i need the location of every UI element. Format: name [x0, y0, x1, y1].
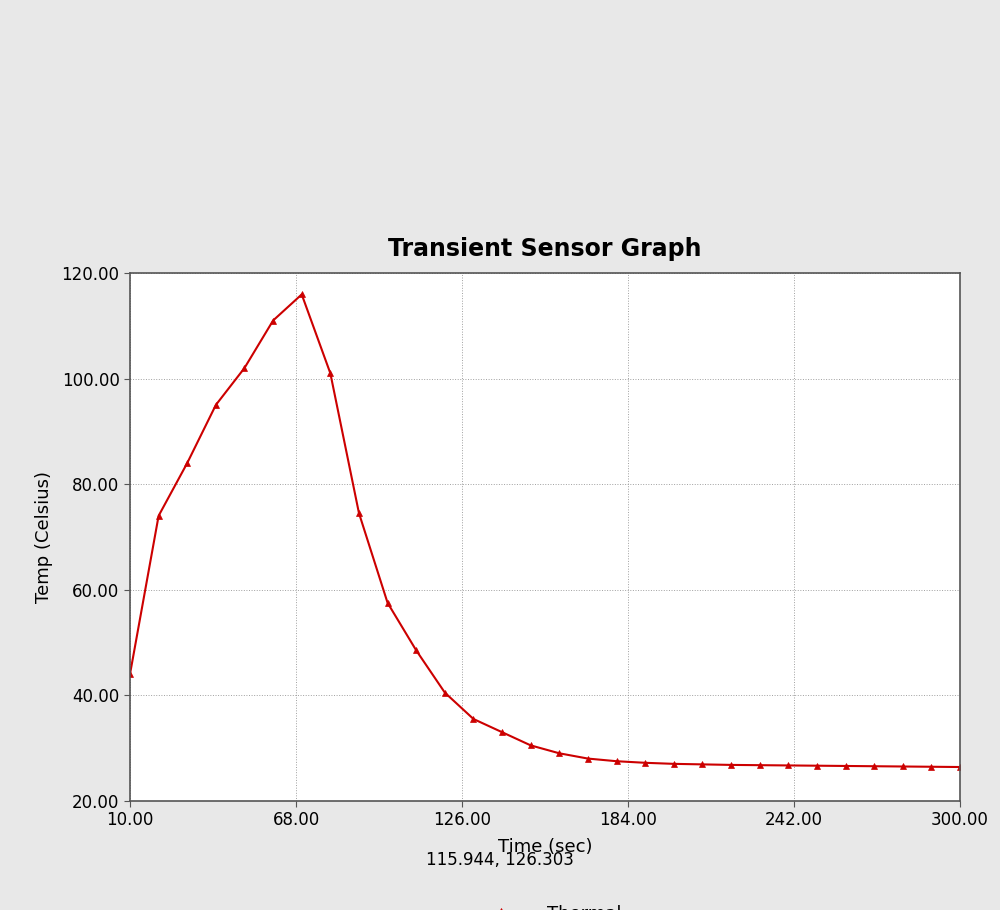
Thermal: [324, 368, 336, 379]
X-axis label: Time (sec): Time (sec): [498, 837, 592, 855]
Thermal: [525, 740, 537, 751]
Thermal: [582, 753, 594, 764]
Thermal: [267, 315, 279, 326]
Thermal: [181, 458, 193, 469]
Line: Thermal: Thermal: [127, 291, 963, 771]
Thermal: [153, 511, 165, 521]
Thermal: [124, 669, 136, 680]
Thermal: [754, 760, 766, 771]
Thermal: [238, 362, 250, 373]
Thermal: [382, 598, 394, 609]
Thermal: [439, 687, 451, 698]
Thermal: [353, 508, 365, 519]
Thermal: [296, 289, 308, 300]
Thermal: [668, 758, 680, 769]
Thermal: [639, 757, 651, 768]
Thermal: [811, 760, 823, 771]
Thermal: [553, 748, 565, 759]
Thermal: [696, 759, 708, 770]
Thermal: [210, 399, 222, 410]
Thermal: [897, 761, 909, 772]
Thermal: [840, 761, 852, 772]
Title: Transient Sensor Graph: Transient Sensor Graph: [388, 238, 702, 261]
Y-axis label: Temp (Celsius): Temp (Celsius): [35, 470, 53, 603]
Thermal: [611, 755, 623, 766]
Thermal: [782, 760, 794, 771]
Thermal: [725, 760, 737, 771]
Thermal: [410, 645, 422, 656]
Thermal: [954, 762, 966, 773]
Legend: Thermal: Thermal: [469, 905, 621, 910]
Thermal: [496, 727, 508, 738]
Text: 115.944, 126.303: 115.944, 126.303: [426, 851, 574, 869]
Thermal: [925, 762, 937, 773]
Thermal: [868, 761, 880, 772]
Thermal: [467, 713, 479, 724]
